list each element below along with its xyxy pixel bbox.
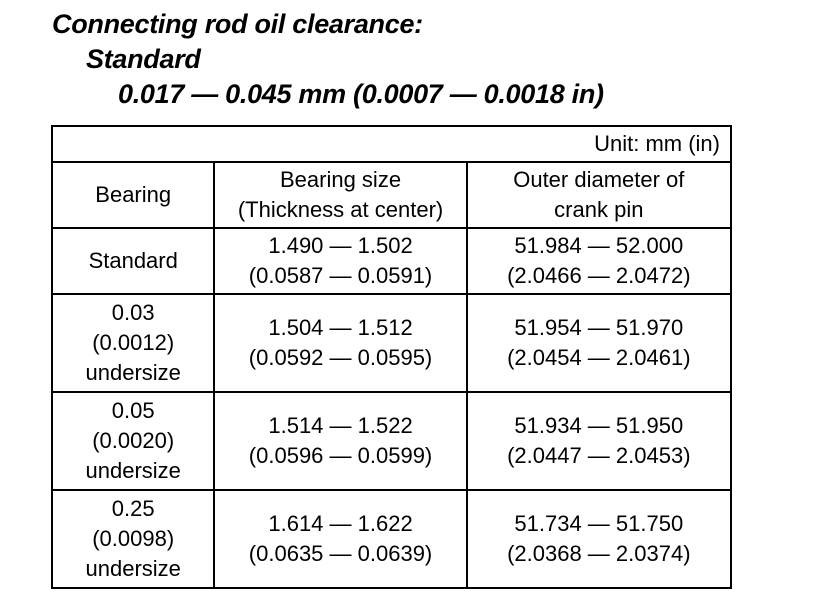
- bearing-text: 0.25: [111, 496, 155, 521]
- od-cell: 51.954 — 51.970 (2.0454 — 2.0461): [465, 293, 733, 393]
- header-size-line2: (Thickness at center): [237, 197, 444, 222]
- size-in: (0.0635 — 0.0639): [248, 541, 433, 566]
- bearing-cell: 0.25 (0.0098) undersize: [50, 489, 216, 589]
- bearing-cell: Standard: [50, 227, 216, 295]
- heading-standard-label: Standard: [86, 44, 201, 74]
- table-row: 0.03 (0.0012) undersize 1.504 — 1.512 (0…: [50, 293, 733, 393]
- od-mm: 51.734 — 51.750: [514, 511, 684, 536]
- header-size-line1: Bearing size: [279, 167, 402, 192]
- table-row: Standard 1.490 — 1.502 (0.0587 — 0.0591)…: [50, 227, 733, 295]
- od-mm: 51.954 — 51.970: [514, 315, 684, 340]
- size-mm: 1.614 — 1.622: [268, 511, 413, 536]
- bearing-text-type: undersize: [85, 458, 181, 483]
- bearing-text-in: (0.0012): [92, 330, 175, 355]
- bearing-text-type: undersize: [85, 556, 181, 581]
- od-cell: 51.984 — 52.000 (2.0466 — 2.0472): [465, 227, 733, 295]
- od-mm: 51.984 — 52.000: [514, 233, 684, 258]
- table-row: 0.25 (0.0098) undersize 1.614 — 1.622 (0…: [50, 489, 733, 589]
- size-mm: 1.514 — 1.522: [268, 413, 413, 438]
- bearing-text: 0.03: [111, 300, 155, 325]
- size-mm: 1.490 — 1.502: [268, 233, 413, 258]
- size-in: (0.0592 — 0.0595): [248, 345, 433, 370]
- size-mm: 1.504 — 1.512: [268, 315, 413, 340]
- od-cell: 51.934 — 51.950 (2.0447 — 2.0453): [465, 391, 733, 491]
- header-od-line1: Outer diameter of: [513, 167, 685, 192]
- bearing-text: Standard: [88, 248, 178, 273]
- heading-standard-value: 0.017 — 0.045 mm (0.0007 — 0.0018 in): [118, 79, 604, 109]
- header-bearing: Bearing: [50, 161, 216, 229]
- size-cell: 1.514 — 1.522 (0.0596 — 0.0599): [213, 391, 468, 491]
- size-cell: 1.490 — 1.502 (0.0587 — 0.0591): [213, 227, 468, 295]
- unit-row: Unit: mm (in): [51, 125, 732, 163]
- header-od-line2: crank pin: [554, 197, 644, 222]
- size-cell: 1.504 — 1.512 (0.0592 — 0.0595): [213, 293, 468, 393]
- od-in: (2.0368 — 2.0374): [507, 541, 691, 566]
- header-bearing-text: Bearing: [95, 182, 172, 207]
- od-cell: 51.734 — 51.750 (2.0368 — 2.0374): [465, 489, 733, 589]
- od-in: (2.0454 — 2.0461): [507, 345, 691, 370]
- bearing-text-type: undersize: [85, 360, 181, 385]
- bearing-cell: 0.05 (0.0020) undersize: [50, 391, 216, 491]
- header-row: Bearing Bearing size (Thickness at cente…: [50, 161, 733, 229]
- bearing-cell: 0.03 (0.0012) undersize: [50, 293, 216, 393]
- bearing-text-in: (0.0098): [92, 526, 175, 551]
- bearing-text-in: (0.0020): [92, 428, 175, 453]
- unit-label: Unit: mm (in): [51, 125, 732, 163]
- header-outer-diameter: Outer diameter of crank pin: [465, 161, 733, 229]
- od-in: (2.0466 — 2.0472): [507, 263, 691, 288]
- bearing-spec-table: Unit: mm (in) Bearing Bearing size (Thic…: [50, 125, 733, 589]
- size-cell: 1.614 — 1.622 (0.0635 — 0.0639): [213, 489, 468, 589]
- size-in: (0.0596 — 0.0599): [248, 443, 433, 468]
- heading-title: Connecting rod oil clearance:: [52, 9, 423, 39]
- od-mm: 51.934 — 51.950: [514, 413, 684, 438]
- bearing-text: 0.05: [111, 398, 155, 423]
- size-in: (0.0587 — 0.0591): [248, 263, 433, 288]
- table-row: 0.05 (0.0020) undersize 1.514 — 1.522 (0…: [50, 391, 733, 491]
- od-in: (2.0447 — 2.0453): [507, 443, 691, 468]
- header-bearing-size: Bearing size (Thickness at center): [213, 161, 468, 229]
